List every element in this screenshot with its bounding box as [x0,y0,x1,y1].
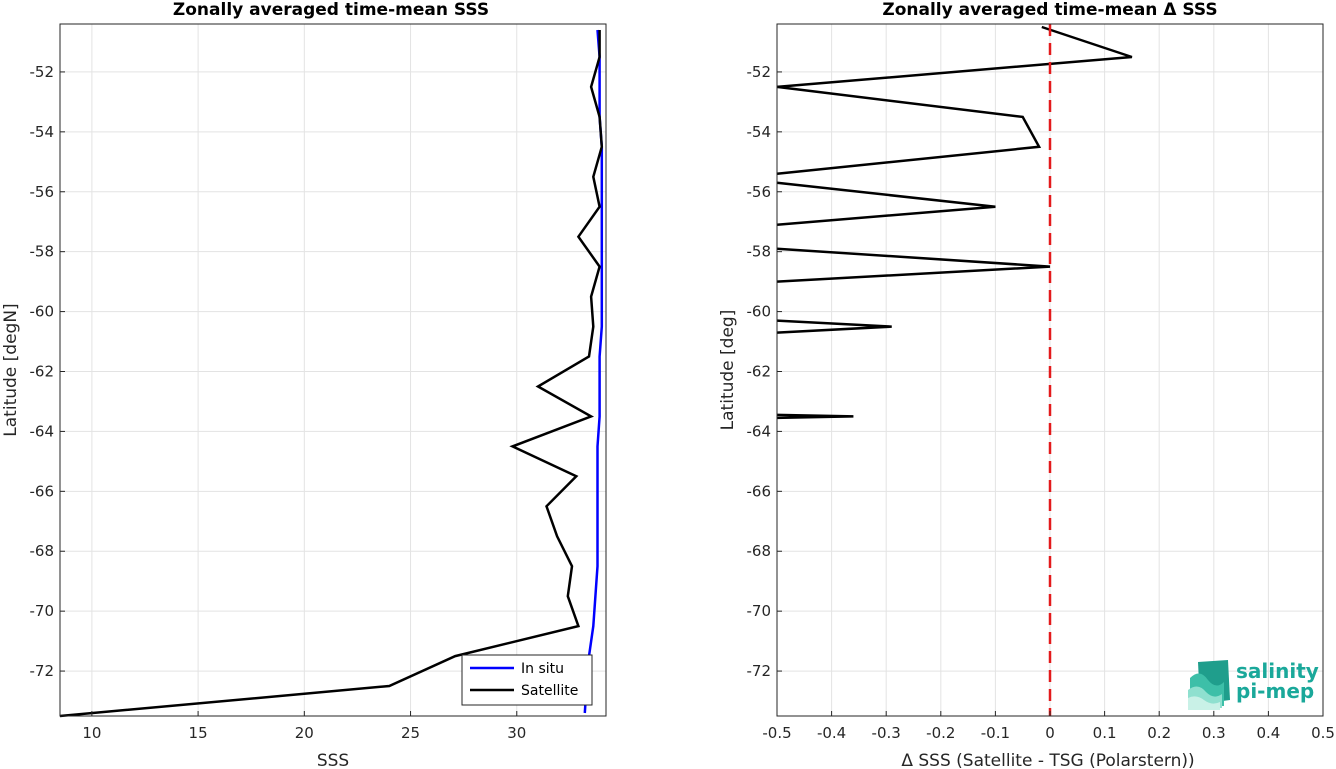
left-y-tick-label: -60 [30,303,55,321]
right-x-tick-label: 0.2 [1147,724,1171,742]
right-y-tick-label: -62 [747,362,772,380]
salinity-pi-mep-logo: salinity pi-mep [1188,659,1319,710]
left-x-tick-label: 30 [507,724,526,742]
right-series-line-seg-2 [776,181,996,226]
right-x-tick-label: -0.2 [926,724,955,742]
left-y-tick-label: -70 [30,602,55,620]
left-x-tick-label: 25 [401,724,420,742]
right-x-tick-label: 0.3 [1202,724,1226,742]
left-y-ticks: -52 -54 -56 -58 -60 -62 -64 -66 -68 -70 -72 [30,63,65,680]
left-x-axis-label: SSS [317,751,349,769]
right-y-tick-label: -68 [747,542,772,560]
right-series-line-seg-4 [776,319,892,334]
right-x-tick-label: -0.5 [762,724,791,742]
left-x-tick-label: 20 [295,724,314,742]
right-x-tick-label: 0.1 [1093,724,1117,742]
right-chart-title: Zonally averaged time-mean Δ SSS [882,0,1217,20]
right-y-tick-label: -72 [747,662,772,680]
left-x-ticks: 10 15 20 25 30 [82,711,526,742]
right-y-tick-label: -54 [747,123,772,141]
logo-word-pi-mep: pi-mep [1236,679,1314,703]
left-y-tick-label: -64 [30,422,55,440]
right-x-tick-label: 0.4 [1256,724,1280,742]
left-y-tick-label: -52 [30,63,55,81]
left-x-tick-label: 15 [189,724,208,742]
right-x-tick-label: 0.5 [1311,724,1335,742]
left-y-tick-label: -68 [30,542,55,560]
left-series-group [59,29,604,718]
right-series-line-seg-1 [776,85,1042,176]
left-x-tick-label: 10 [82,724,101,742]
logo-waves-icon [1188,660,1230,710]
left-y-tick-label: -56 [30,183,55,201]
legend-label-satellite: Satellite [521,683,578,699]
right-y-tick-label: -52 [747,63,772,81]
right-series-line-seg-3 [776,247,1051,283]
left-series-line-satellite [59,30,604,718]
right-y-tick-label: -64 [747,422,772,440]
right-y-tick-label: -58 [747,243,772,261]
left-y-tick-label: -72 [30,662,55,680]
left-plot-area [60,24,606,716]
logo-word-salinity: salinity [1236,659,1319,683]
right-y-ticks: -52 -54 -56 -58 -60 -62 -64 -66 -68 -70 -72 [747,63,782,680]
legend: In situ Satellite [461,654,593,706]
right-x-tick-label: 0 [1045,724,1055,742]
right-y-tick-label: -56 [747,183,772,201]
legend-label-in-situ: In situ [521,661,564,677]
right-series-line-seg-5 [776,413,854,420]
left-y-tick-label: -62 [30,362,55,380]
right-y-tick-label: -70 [747,602,772,620]
left-chart-title: Zonally averaged time-mean SSS [173,0,489,20]
left-y-tick-label: -58 [30,243,55,261]
right-x-tick-label: -0.3 [872,724,901,742]
right-series-group [776,25,1133,420]
right-x-tick-label: -0.4 [817,724,846,742]
right-y-tick-label: -66 [747,482,772,500]
left-gridlines [60,24,606,716]
left-y-tick-label: -54 [30,123,55,141]
left-plot-border [59,23,607,717]
right-y-axis-label: Latitude [deg] [718,310,738,431]
right-y-tick-label: -60 [747,303,772,321]
legend-box [461,654,593,706]
right-x-ticks: -0.5 -0.4 -0.3 -0.2 -0.1 0 0.1 0.2 0.3 0.4 0.5 [762,711,1335,742]
sss-panel: Zonally averaged time-mean SSS 10 15 20 25 3… [1,0,607,769]
delta-sss-panel: Zonally averaged time-mean Δ SSS -0.5 -0.… [718,0,1335,769]
right-series-line-seg-0 [776,25,1133,89]
left-y-tick-label: -66 [30,482,55,500]
right-x-tick-label: -0.1 [981,724,1010,742]
left-y-axis-label: Latitude [degN] [1,303,21,436]
right-x-axis-label: Δ SSS (Satellite - TSG (Polarstern)) [901,751,1194,769]
